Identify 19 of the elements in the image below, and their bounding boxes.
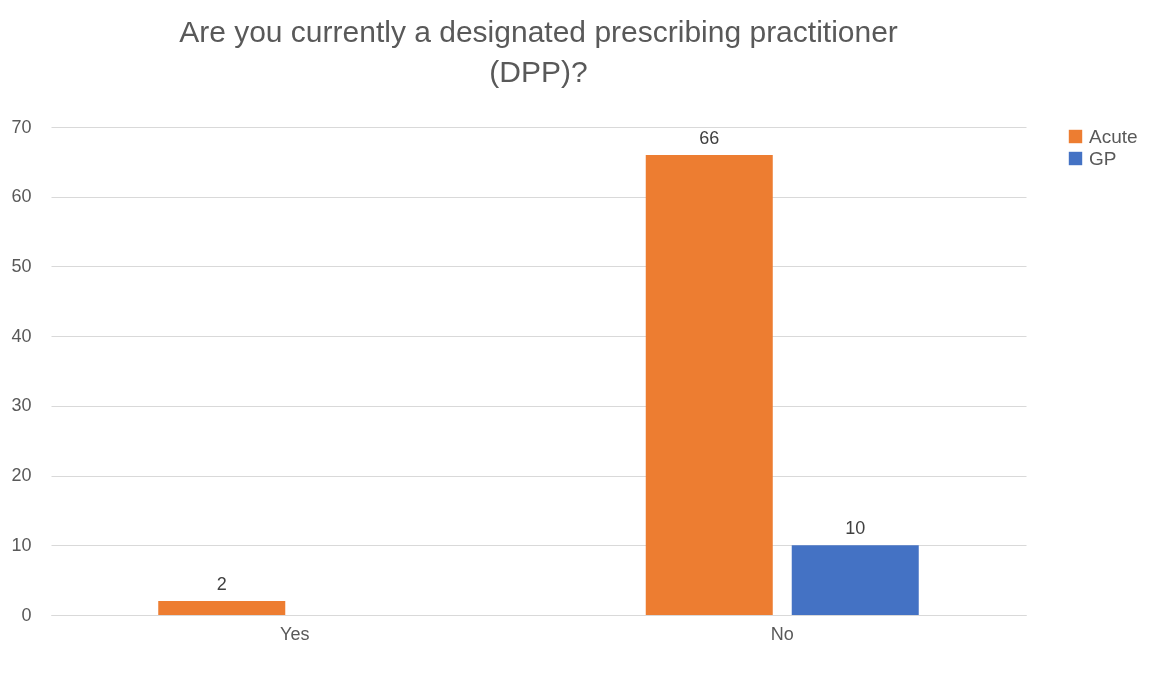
data-label: 2 bbox=[216, 574, 227, 595]
bar bbox=[645, 154, 773, 615]
y-tick-label: 40 bbox=[11, 325, 32, 346]
legend-label: Acute bbox=[1089, 125, 1138, 147]
y-tick-label: 60 bbox=[11, 186, 32, 207]
y-tick-label: 30 bbox=[11, 395, 32, 416]
legend-label: GP bbox=[1089, 147, 1117, 169]
y-tick-label: 0 bbox=[21, 604, 32, 625]
bar bbox=[791, 545, 919, 615]
bar bbox=[158, 601, 286, 615]
x-tick-label: Yes bbox=[280, 623, 310, 644]
data-label: 10 bbox=[845, 518, 866, 539]
data-label: 66 bbox=[699, 127, 720, 148]
chart-title: Are you currently a designated prescribing practitioner (DPP)? bbox=[179, 15, 898, 88]
y-tick-label: 10 bbox=[11, 534, 32, 555]
y-tick-label: 50 bbox=[11, 255, 32, 276]
x-tick-label: No bbox=[770, 623, 794, 644]
y-tick-label: 70 bbox=[11, 116, 32, 137]
y-tick-label: 20 bbox=[11, 465, 32, 486]
